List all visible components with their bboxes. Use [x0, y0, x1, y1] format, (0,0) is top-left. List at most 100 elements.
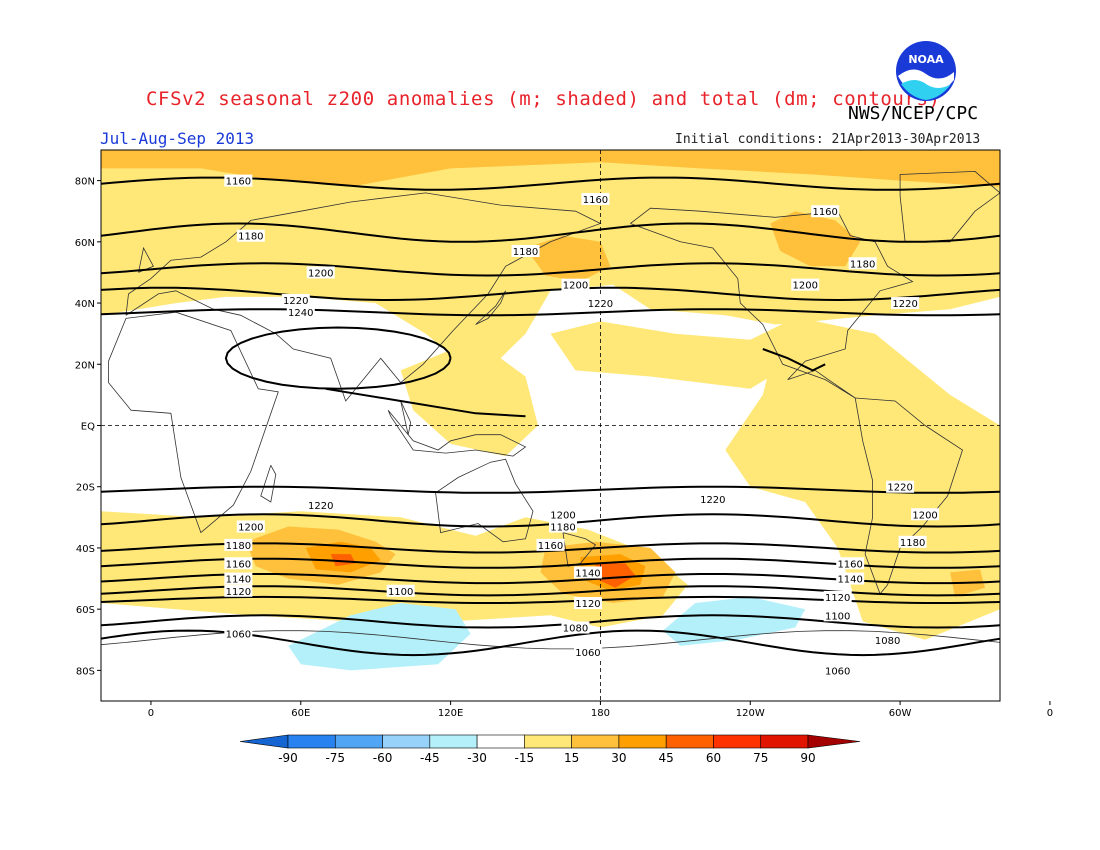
contour-label: 1220 — [700, 495, 725, 506]
contour-label: 1160 — [583, 195, 608, 206]
contour-label-bg — [548, 508, 577, 521]
legend-swatch — [382, 734, 431, 749]
contour-1240-tail — [325, 387, 526, 418]
latitude-axis: 80N 60N 40N 20N EQ 20S 40S 60S 80S — [75, 177, 101, 677]
legend-arrow-low — [239, 734, 289, 749]
contour-label-bg — [898, 535, 927, 548]
contour-label-bg — [886, 480, 915, 493]
contour-1220 — [101, 485, 1000, 494]
contour-label: 1140 — [837, 575, 862, 586]
lat-tick-label: 20N — [75, 360, 95, 371]
contour-label: 1100 — [825, 611, 850, 622]
coastline — [562, 532, 597, 567]
anomaly-region — [770, 211, 861, 267]
contour-label: 1120 — [226, 587, 251, 598]
contour-label: 1220 — [283, 296, 308, 307]
coastline — [260, 465, 277, 503]
lat-tick-label: EQ — [81, 422, 95, 433]
contour-1200 — [101, 262, 1000, 277]
coastline — [400, 400, 412, 435]
legend-label: -90 — [278, 751, 298, 765]
anomaly-region — [288, 603, 471, 671]
contour-label-bg — [581, 192, 610, 205]
anomaly-region — [725, 315, 1000, 640]
contour-label: 1140 — [575, 568, 600, 579]
coastline — [630, 207, 914, 399]
contour-label: 1200 — [238, 523, 263, 534]
legend-label: -45 — [420, 751, 440, 765]
contour-label-bg — [281, 293, 310, 306]
contour-label-bg — [791, 278, 820, 291]
lat-tick-label: 40S — [76, 544, 95, 555]
contour-label: 1080 — [563, 624, 588, 635]
contour-label-bg — [836, 572, 865, 585]
contour-1240-ridge — [224, 326, 452, 390]
lat-tick-label: 20S — [76, 483, 95, 494]
contour-1240-america — [762, 348, 826, 372]
contour-label: 1060 — [226, 630, 251, 641]
contour-label-bg — [536, 538, 565, 551]
legend-swatch — [571, 734, 620, 749]
grid-lines — [101, 150, 1000, 701]
contour-label: 1160 — [837, 559, 862, 570]
contour-label: 1180 — [226, 541, 251, 552]
coastline — [899, 170, 1000, 243]
contour-label: 1180 — [850, 259, 875, 270]
contour-1080 — [101, 614, 1000, 629]
contour-label-bg — [823, 609, 852, 622]
legend-label: -30 — [467, 751, 487, 765]
contour-label-bg — [306, 266, 335, 279]
contour-label-bg — [891, 297, 920, 310]
contour-label: 1120 — [575, 599, 600, 610]
lon-tick-label: 60W — [889, 708, 912, 719]
contour-label-bg — [573, 646, 602, 659]
contour-label: 1220 — [892, 299, 917, 310]
contour-label-bg — [224, 174, 253, 187]
anomaly-region — [550, 321, 801, 389]
legend-swatch — [760, 734, 809, 749]
lon-tick-label: 0 — [148, 708, 154, 719]
contour-label: 1060 — [825, 666, 850, 677]
contour-label-bg — [236, 520, 265, 533]
contour-label: 1060 — [575, 648, 600, 659]
anomaly-region — [662, 596, 806, 646]
legend-swatch — [665, 734, 714, 749]
legend-label: -15 — [515, 751, 535, 765]
contour-label: 1140 — [226, 575, 251, 586]
contour-label-bg — [586, 297, 615, 310]
contour-label-bg — [811, 205, 840, 218]
anomaly-region — [595, 563, 636, 588]
legend-swatch — [713, 734, 762, 749]
contour-label: 1220 — [588, 299, 613, 310]
legend-label: 30 — [611, 751, 626, 765]
contour-label-bg — [873, 633, 902, 646]
legend-label: 75 — [753, 751, 768, 765]
contour-label-bg — [823, 664, 852, 677]
lon-tick-label: 0 — [1047, 708, 1053, 719]
contour-label: 1160 — [226, 177, 251, 188]
contour-label: 1180 — [900, 538, 925, 549]
legend-label: 15 — [564, 751, 579, 765]
contour-label-bg — [236, 229, 265, 242]
lat-tick-label: 60S — [76, 605, 95, 616]
contour-label: 1220 — [308, 501, 333, 512]
coastline — [475, 290, 506, 325]
contour-label-bg — [848, 257, 877, 270]
lon-tick-label: 60E — [291, 708, 310, 719]
contour-label: 1200 — [550, 510, 575, 521]
contour-label: 1160 — [226, 559, 251, 570]
contour-label-bg — [224, 627, 253, 640]
longitude-axis: 0 60E 120E 180 120W 60W 0 — [148, 701, 1053, 719]
legend-label: 60 — [706, 751, 721, 765]
noaa-logo: NOAA — [896, 41, 956, 101]
legend-swatch — [429, 734, 478, 749]
legend-arrow-high — [807, 734, 861, 749]
contour-label: 1180 — [513, 247, 538, 258]
contour-label: 1200 — [563, 281, 588, 292]
lat-tick-label: 60N — [75, 238, 95, 249]
contour-label-bg — [286, 306, 315, 319]
contour-label-bg — [573, 566, 602, 579]
